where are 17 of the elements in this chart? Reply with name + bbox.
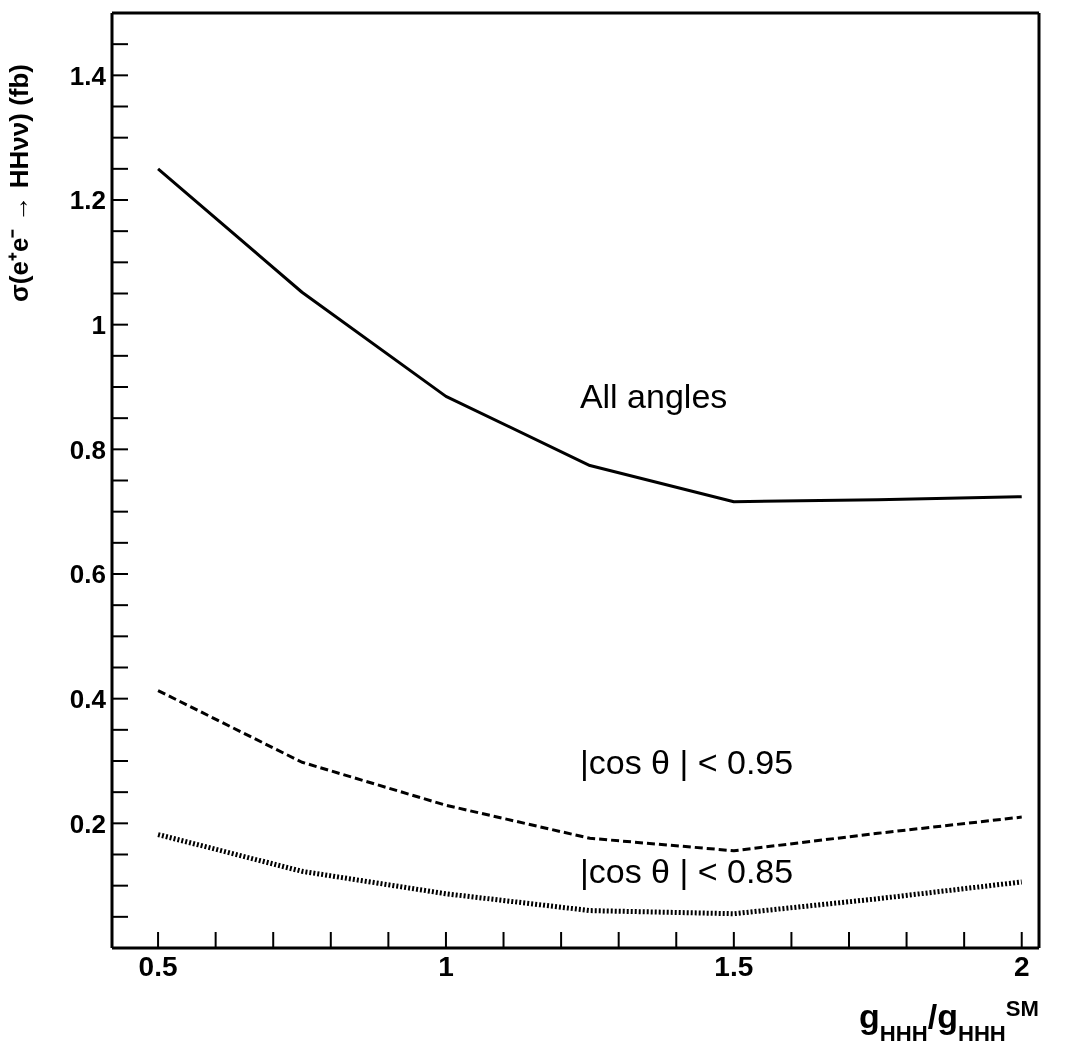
y-tick-label: 1.2 <box>69 185 106 216</box>
y-tick-label: 0.8 <box>69 434 106 465</box>
x-tick-label: 2 <box>1013 950 1030 982</box>
y-tick-label: 0.6 <box>69 559 106 590</box>
x-tick-label: 1.5 <box>714 950 754 982</box>
line-series <box>156 689 1024 853</box>
y-tick-label: 1.4 <box>69 60 107 91</box>
series-label: |cos θ | < 0.95 <box>579 743 794 782</box>
x-tick-label: 1 <box>438 950 454 982</box>
y-tick-label: 1 <box>91 309 106 340</box>
y-axis-title: σ(e⁺e⁻ → HHνν) (fb) <box>4 63 34 303</box>
series-label: All angles <box>579 376 728 415</box>
y-tick-label: 0.2 <box>69 808 106 839</box>
line-series <box>156 167 1024 504</box>
x-tick-label: 0.5 <box>138 950 178 982</box>
y-tick-label: 0.4 <box>69 683 107 714</box>
series-label: |cos θ | < 0.85 <box>579 851 794 890</box>
